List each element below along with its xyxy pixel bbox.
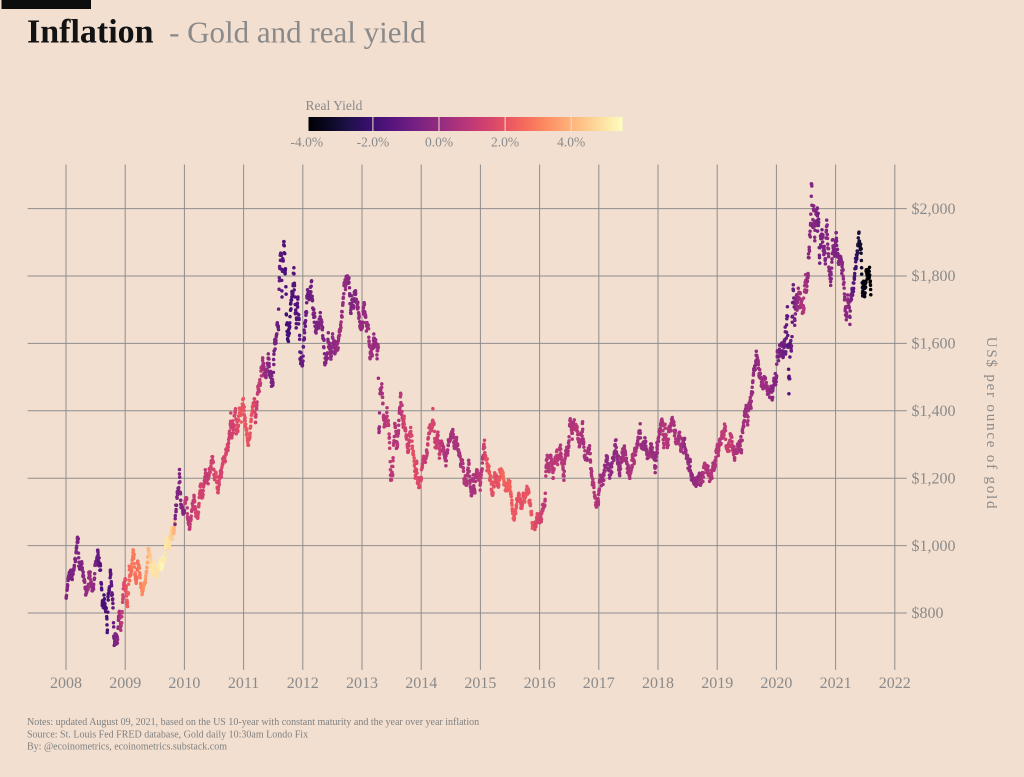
- svg-text:Source: St. Louis Fed FRED dat: Source: St. Louis Fed FRED database, Gol…: [27, 730, 308, 741]
- svg-text:$1,000: $1,000: [912, 538, 956, 555]
- svg-text:Inflation - Gold and real yie: Inflation - Gold and real yield: [27, 14, 426, 51]
- svg-text:4.0%: 4.0%: [557, 135, 585, 150]
- svg-text:2017: 2017: [583, 675, 615, 692]
- svg-text:0.0%: 0.0%: [425, 135, 453, 150]
- svg-text:2009: 2009: [109, 675, 141, 692]
- svg-text:2010: 2010: [168, 675, 200, 692]
- svg-text:$1,200: $1,200: [912, 470, 956, 487]
- svg-text:Notes: updated August 09, 2021: Notes: updated August 09, 2021, based on…: [27, 717, 479, 728]
- svg-text:2022: 2022: [879, 675, 911, 692]
- svg-text:$1,600: $1,600: [912, 336, 956, 353]
- svg-text:Real Yield: Real Yield: [306, 98, 363, 113]
- svg-text:US$ per ounce of gold: US$ per ounce of gold: [983, 337, 999, 511]
- svg-text:$800: $800: [912, 605, 944, 622]
- svg-text:-2.0%: -2.0%: [357, 135, 390, 150]
- svg-text:2012: 2012: [287, 675, 319, 692]
- svg-text:2019: 2019: [701, 675, 733, 692]
- svg-text:2018: 2018: [642, 675, 674, 692]
- svg-text:$1,800: $1,800: [912, 268, 956, 285]
- svg-text:$2,000: $2,000: [912, 201, 956, 218]
- svg-text:2008: 2008: [50, 675, 82, 692]
- svg-text:$1,400: $1,400: [912, 403, 956, 420]
- svg-text:2013: 2013: [346, 675, 378, 692]
- svg-text:2015: 2015: [464, 675, 496, 692]
- svg-text:2016: 2016: [524, 675, 556, 692]
- svg-text:2021: 2021: [820, 675, 852, 692]
- svg-text:2014: 2014: [405, 675, 437, 692]
- svg-text:-4.0%: -4.0%: [290, 135, 323, 150]
- svg-text:2020: 2020: [760, 675, 792, 692]
- svg-text:2011: 2011: [228, 675, 259, 692]
- svg-text:By: @ecoinometrics, ecoinometr: By: @ecoinometrics, ecoinometrics.substa…: [27, 742, 227, 753]
- svg-text:2.0%: 2.0%: [491, 135, 519, 150]
